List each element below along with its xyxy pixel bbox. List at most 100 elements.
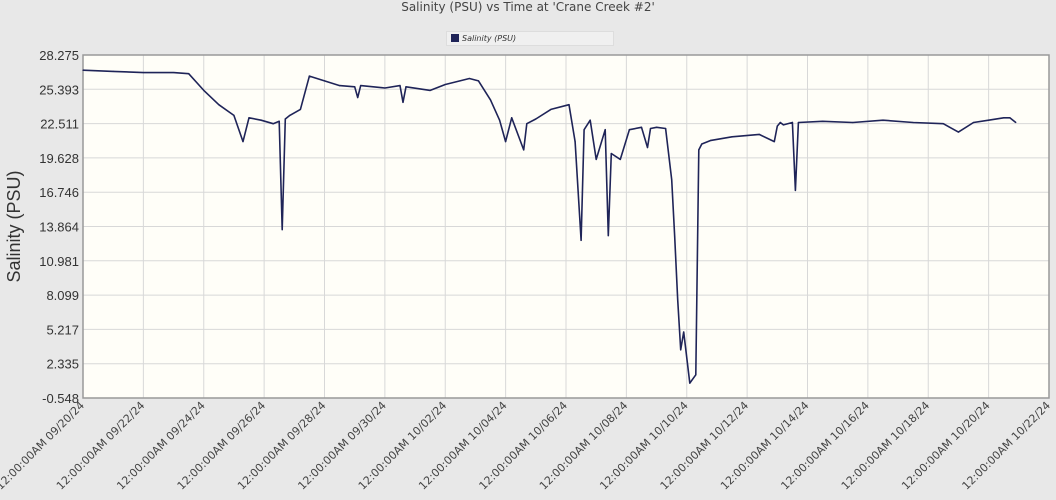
data-point	[882, 119, 884, 121]
data-point	[655, 126, 658, 128]
data-point	[589, 119, 591, 121]
data-point	[912, 121, 914, 124]
data-point	[218, 104, 220, 106]
y-tick-label: 8.099	[46, 288, 79, 303]
data-point	[1009, 117, 1011, 119]
y-tick-label: 16.746	[39, 185, 79, 200]
data-point	[758, 133, 760, 136]
data-point	[731, 136, 733, 138]
data-point	[384, 87, 386, 89]
data-point	[550, 108, 552, 111]
data-point	[399, 85, 401, 87]
data-point	[477, 80, 480, 82]
data-point	[505, 140, 507, 143]
data-point	[677, 299, 679, 301]
data-point	[791, 121, 794, 124]
data-point	[1015, 121, 1017, 124]
data-point	[689, 382, 691, 384]
data-point	[683, 331, 685, 333]
data-point	[773, 140, 775, 143]
y-tick-label: 28.275	[39, 48, 79, 63]
data-point	[281, 229, 283, 231]
data-point	[674, 236, 676, 238]
data-point	[278, 120, 280, 122]
data-point	[607, 234, 609, 237]
data-point	[957, 131, 960, 133]
data-point	[489, 99, 492, 101]
y-tick-label: 5.217	[46, 322, 79, 337]
data-point	[188, 73, 190, 75]
data-point	[794, 189, 797, 191]
y-tick-label: 10.981	[39, 254, 79, 269]
data-point	[82, 69, 84, 71]
data-point	[142, 71, 144, 74]
y-tick-label: 2.335	[46, 357, 79, 372]
data-point	[610, 152, 612, 155]
data-point	[498, 119, 501, 121]
legend-label: Salinity (PSU)	[462, 34, 517, 43]
y-tick-label: 19.628	[39, 151, 79, 166]
data-point	[1003, 117, 1005, 119]
data-point	[323, 80, 326, 82]
data-point	[701, 143, 703, 145]
legend-swatch	[451, 34, 459, 42]
data-point	[402, 101, 404, 103]
data-point	[821, 120, 824, 122]
data-point	[526, 123, 528, 125]
legend: Salinity (PSU)	[446, 31, 614, 46]
data-point	[695, 374, 697, 376]
data-point	[680, 349, 682, 351]
data-point	[988, 119, 990, 121]
data-point	[568, 104, 570, 106]
data-point	[405, 86, 407, 88]
data-point	[172, 71, 175, 74]
data-point	[260, 119, 262, 121]
data-point	[604, 129, 606, 131]
data-point	[203, 89, 205, 92]
data-point	[523, 149, 525, 151]
data-point	[583, 129, 585, 131]
data-point	[511, 117, 513, 119]
data-point	[782, 124, 784, 126]
y-tick-label: -0.548	[42, 391, 79, 406]
data-point	[112, 70, 114, 72]
data-point	[444, 83, 446, 86]
data-point	[242, 140, 244, 143]
data-point	[710, 139, 712, 141]
data-point	[671, 179, 673, 181]
data-point	[357, 96, 359, 99]
data-point	[272, 123, 274, 125]
data-point	[308, 75, 311, 77]
data-point	[299, 108, 301, 111]
data-point	[619, 158, 621, 161]
data-point	[468, 77, 470, 80]
data-point	[649, 127, 652, 130]
data-point	[972, 121, 975, 124]
data-point	[580, 239, 582, 241]
data-point	[248, 117, 250, 119]
plot-border	[82, 54, 1050, 399]
data-point	[628, 129, 630, 131]
data-point	[646, 146, 649, 149]
data-point	[942, 123, 944, 125]
data-point	[289, 114, 291, 116]
data-point	[665, 127, 667, 130]
data-point	[535, 118, 537, 120]
y-tick-label: 22.511	[40, 117, 79, 132]
data-point	[595, 158, 597, 161]
y-axis-label: Salinity (PSU)	[4, 170, 24, 282]
data-point	[360, 85, 362, 87]
data-point	[852, 121, 854, 124]
y-tick-label: 25.393	[39, 82, 79, 97]
data-point	[574, 140, 576, 143]
data-point	[429, 89, 431, 92]
y-tick-label: 13.864	[39, 220, 79, 235]
data-point	[640, 126, 643, 128]
data-point	[284, 118, 286, 120]
data-point	[233, 114, 235, 116]
data-point	[776, 125, 778, 127]
data-point	[354, 86, 356, 88]
data-point	[779, 121, 781, 124]
data-point	[797, 121, 800, 124]
